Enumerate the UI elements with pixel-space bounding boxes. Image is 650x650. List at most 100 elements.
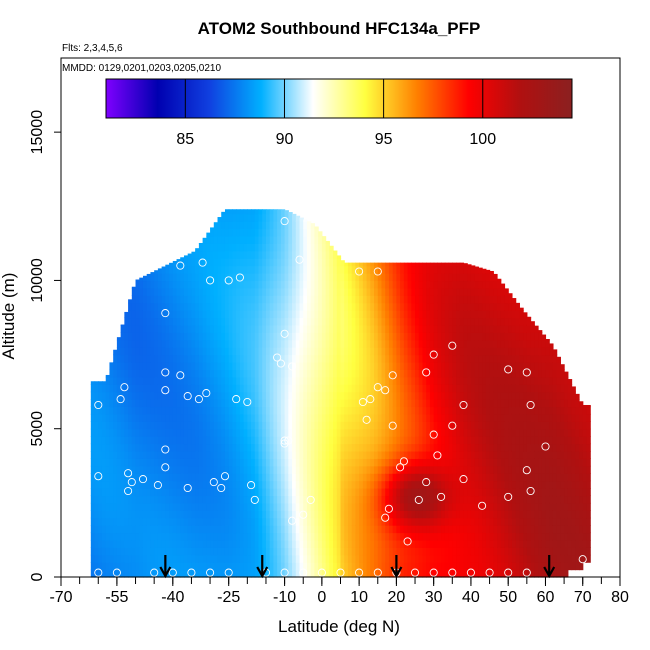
field-cell [321,391,327,400]
field-cell [232,436,237,445]
field-cell [206,354,211,363]
field-cell [403,354,409,363]
field-cell [124,369,129,378]
field-cell [176,428,181,437]
field-cell [325,547,330,556]
field-cell [362,421,368,430]
field-cell [336,384,342,393]
field-cell [344,547,349,556]
field-cell [124,569,129,578]
field-cell [292,235,297,244]
field-cell [448,554,453,563]
field-cell [191,495,196,504]
field-cell [195,376,200,385]
field-cell [422,302,427,311]
field-cell [511,384,517,393]
field-cell [493,495,498,504]
field-cell [456,287,461,296]
field-cell [206,324,211,333]
field-cell [355,458,360,467]
field-cell [333,421,338,430]
field-cell [273,465,278,474]
field-cell [511,443,517,452]
field-cell [251,347,256,356]
field-cell [482,502,487,511]
field-cell [94,406,99,415]
field-cell [150,495,155,504]
field-cell [251,495,256,504]
field-cell [236,384,241,393]
field-cell [511,569,517,578]
field-cell [273,317,278,326]
field-cell [269,421,275,430]
field-cell [511,310,517,319]
field-cell [463,525,468,534]
field-cell [191,317,196,326]
field-cell [154,562,159,571]
field-cell [161,547,166,556]
field-cell [165,517,170,526]
field-cell [508,302,513,311]
field-cell [500,413,506,422]
field-cell [120,554,125,563]
field-cell [433,354,438,363]
field-cell [310,502,316,511]
field-cell [288,413,293,422]
field-cell [474,302,479,311]
field-cell [258,436,263,445]
field-cell [485,302,491,311]
field-cell [459,510,465,519]
field-cell [459,332,465,341]
field-cell [221,243,226,252]
field-cell [303,310,308,319]
field-cell [340,450,345,459]
field-cell [388,421,394,430]
field-cell [113,428,118,437]
field-cell [433,421,438,430]
field-cell [120,406,125,415]
field-cell [251,413,256,422]
field-cell [482,273,487,282]
field-cell [239,458,245,467]
field-cell [247,369,252,378]
field-cell [254,517,260,526]
field-cell [236,458,241,467]
field-cell [385,450,390,459]
field-cell [355,280,360,289]
field-cell [251,443,256,452]
field-cell [262,391,267,400]
field-cell [295,391,301,400]
field-cell [377,413,383,422]
field-cell [94,517,99,526]
field-cell [183,369,189,378]
field-cell [269,280,275,289]
field-cell [426,436,431,445]
field-cell [128,413,133,422]
field-cell [459,502,465,511]
field-cell [388,399,394,408]
field-cell [265,324,271,333]
field-cell [273,369,278,378]
field-cell [176,554,181,563]
field-cell [385,525,390,534]
field-cell [135,421,140,430]
field-cell [444,361,450,370]
field-cell [314,265,319,274]
field-cell [429,399,435,408]
field-cell [94,547,99,556]
field-cell [262,450,267,459]
field-cell [310,406,316,415]
field-cell [459,554,465,563]
field-cell [415,458,420,467]
field-cell [284,280,289,289]
field-cell [377,495,383,504]
field-cell [362,450,368,459]
field-cell [318,369,323,378]
field-cell [172,384,178,393]
field-cell [459,399,465,408]
field-cell [109,547,114,556]
field-cell [277,273,282,282]
field-cell [400,413,405,422]
field-cell [251,391,256,400]
field-cell [325,384,330,393]
